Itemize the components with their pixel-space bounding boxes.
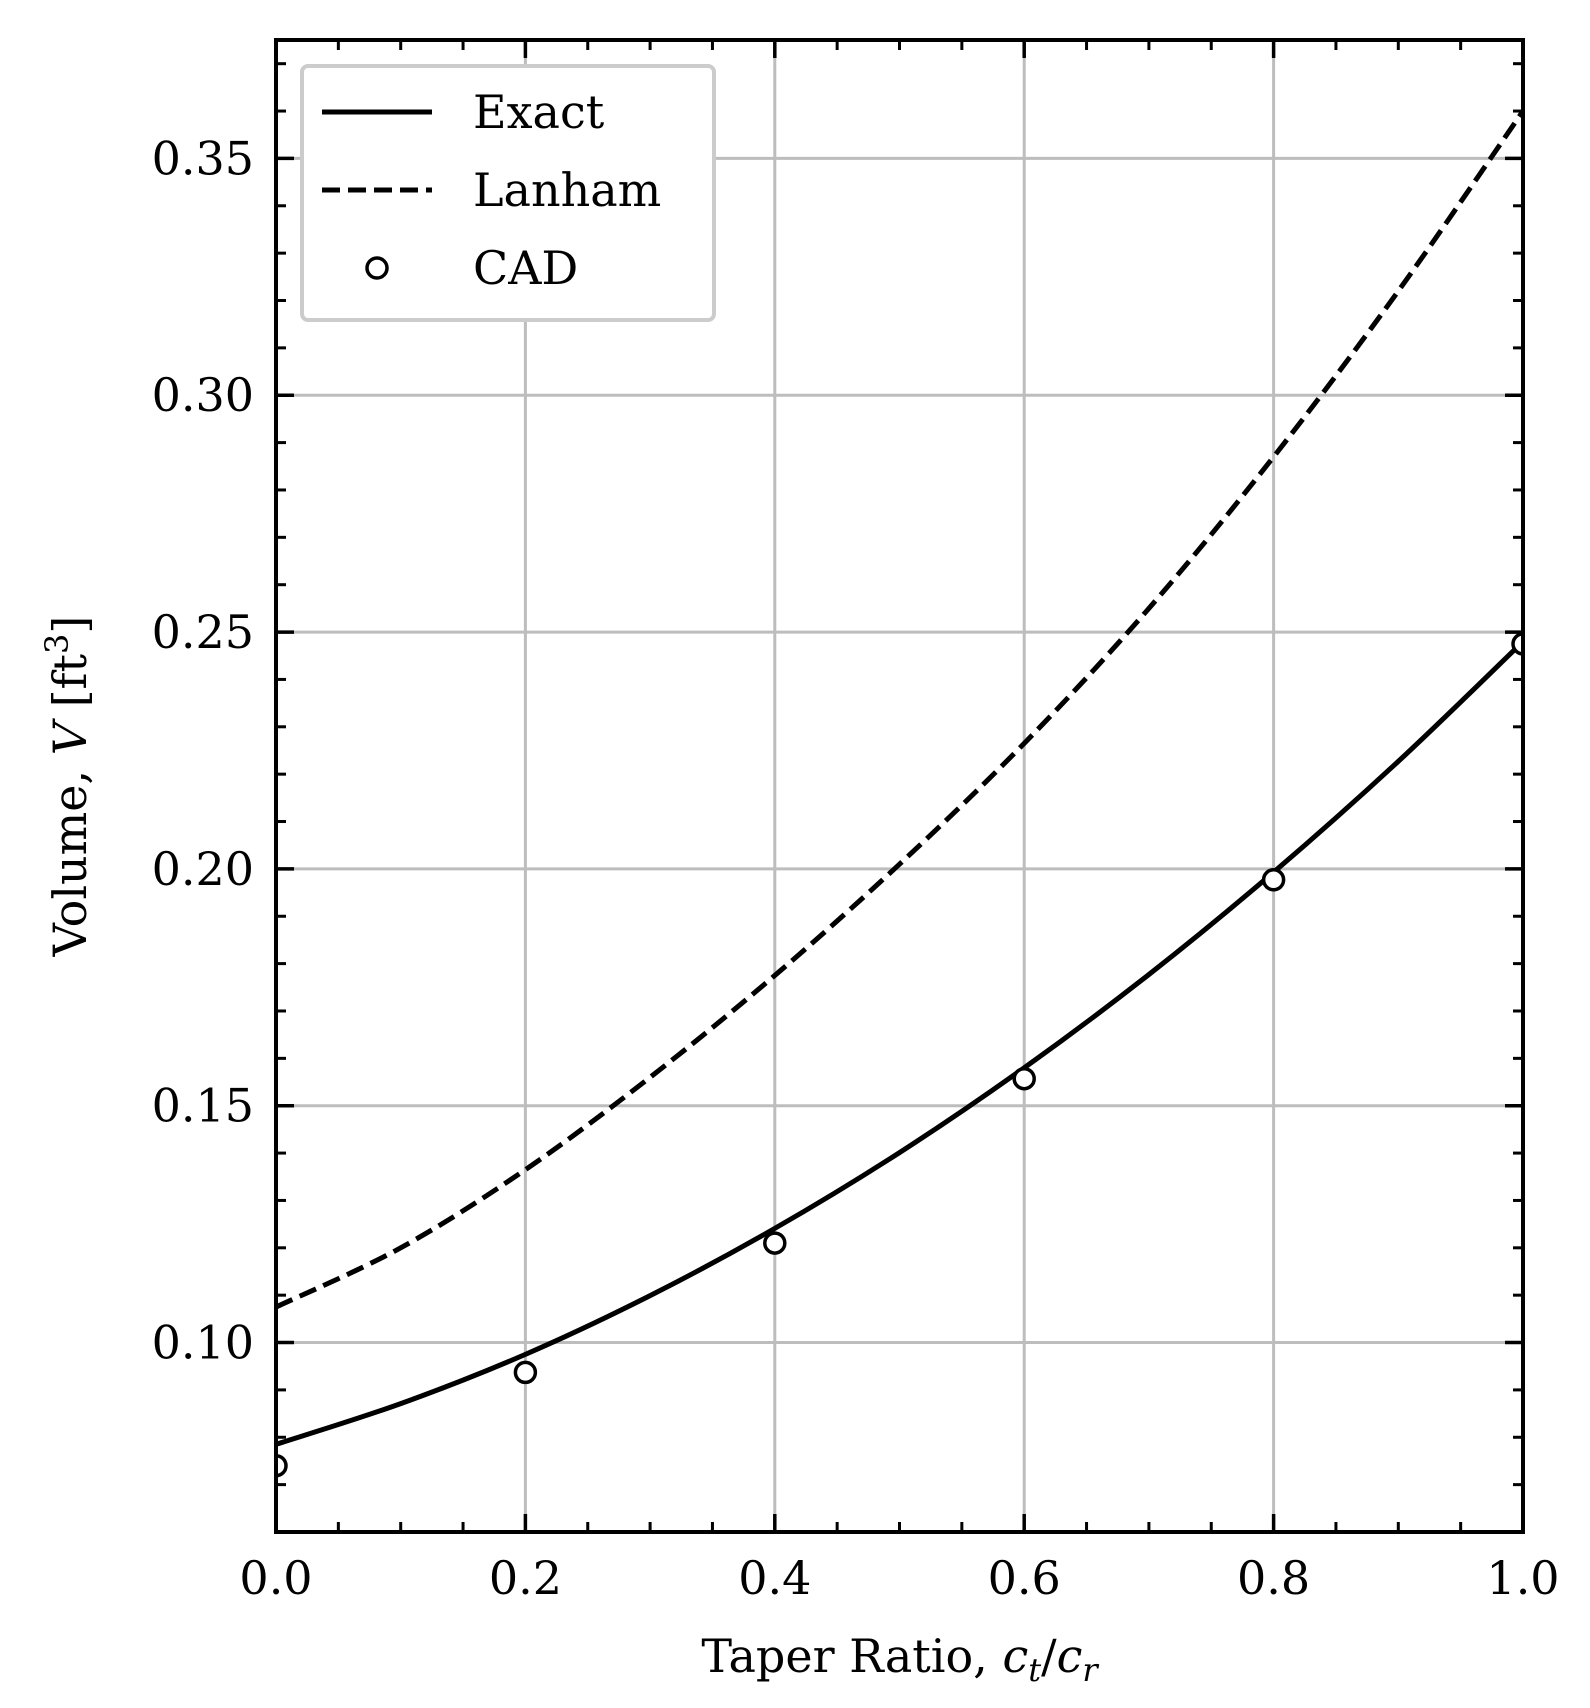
cad-point	[1012, 1066, 1036, 1091]
plot-frame	[274, 38, 1525, 1534]
x-tick-label: 0.0	[239, 1551, 312, 1605]
y-axis-title-unit-sup: 3	[38, 634, 76, 654]
series-line-exact	[276, 639, 1523, 1447]
y-tick-label: 0.30	[152, 368, 254, 422]
x-tick-label: 0.8	[1237, 1551, 1310, 1605]
legend: Exact Lanham CAD	[300, 64, 716, 322]
y-axis-title-unit-close: ]	[43, 616, 97, 634]
legend-label-lanham: Lanham	[473, 163, 661, 217]
y-axis-title-var: V	[43, 717, 97, 755]
legend-box	[300, 64, 716, 322]
x-axis-title-num: c	[1002, 1629, 1028, 1683]
x-axis-title-den: c	[1057, 1629, 1083, 1683]
y-tick-label: 0.10	[152, 1316, 254, 1370]
y-axis-title-unit-open: [ft	[43, 653, 97, 722]
cad-point	[276, 1453, 288, 1478]
y-tick-label: 0.35	[152, 131, 254, 185]
x-tick-label: 0.4	[738, 1551, 811, 1605]
legend-label-cad: CAD	[473, 241, 578, 295]
series-layer	[276, 109, 1523, 1478]
x-axis-title-slash: /	[1041, 1629, 1057, 1683]
legend-label-exact: Exact	[473, 85, 605, 139]
y-axis-title-prefix: Volume,	[43, 755, 97, 957]
x-tick-label: 0.6	[988, 1551, 1061, 1605]
x-axis-title-prefix: Taper Ratio,	[701, 1629, 1002, 1683]
cad-point	[1261, 868, 1286, 892]
x-tick-label: 0.2	[489, 1551, 562, 1605]
legend-swatch-cad	[365, 256, 389, 280]
y-tick-label: 0.25	[152, 605, 254, 659]
y-tick-label: 0.20	[152, 842, 254, 896]
cad-point	[513, 1360, 538, 1385]
y-axis-title: Volume, V [ft3]	[38, 616, 97, 958]
x-axis-title-num-sub: t	[1028, 1651, 1041, 1689]
cad-point	[763, 1231, 787, 1255]
x-axis-title-den-sub: r	[1082, 1651, 1099, 1689]
x-axis-title: Taper Ratio, ct/cr	[701, 1629, 1099, 1689]
y-tick-label: 0.15	[152, 1079, 254, 1133]
x-tick-label: 1.0	[1486, 1551, 1559, 1605]
tick-labels: 0.0 0.2 0.4 0.6 0.8 1.0 0.10 0.15 0.20 0.25 0.30 0.…	[152, 131, 1560, 1605]
series-line-lanham	[276, 109, 1523, 1310]
cad-point	[1511, 632, 1523, 656]
